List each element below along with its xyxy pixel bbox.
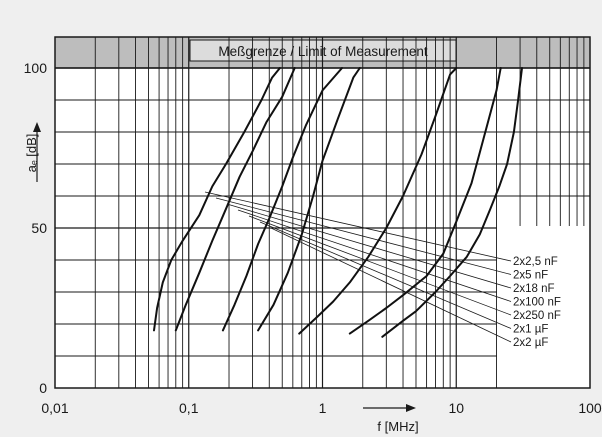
x-tick-label: 100: [578, 400, 602, 416]
y-axis-arrowhead: [33, 122, 41, 132]
series-curve: [381, 67, 523, 338]
legend-label: 2x2 µF: [513, 337, 548, 349]
y-tick-label: 0: [39, 380, 47, 396]
series-curve: [221, 67, 343, 332]
series-curve: [348, 67, 502, 335]
legend-leader-line: [248, 215, 512, 316]
y-axis-label: aₑ [dB]: [24, 134, 39, 173]
y-tick-label: 50: [31, 220, 47, 236]
legend-leader-line: [237, 209, 512, 302]
legend-leader-line: [226, 203, 512, 289]
x-axis-label: f [MHz]: [377, 419, 418, 434]
legend-label: 2x1 µF: [513, 324, 548, 336]
legend-leader-line: [259, 221, 512, 329]
y-tick-label: 100: [24, 60, 48, 76]
legend-label: 2x100 nF: [513, 297, 561, 309]
legend-label: 2x5 nF: [513, 270, 548, 282]
legend-box: [497, 226, 590, 388]
x-tick-label: 0,1: [179, 400, 199, 416]
banner-label: Meßgrenze / Limit of Measurement: [218, 44, 428, 59]
legend-label: 2x2,5 nF: [513, 256, 558, 268]
legend-label: 2x18 nF: [513, 283, 555, 295]
legend-label: 2x250 nF: [513, 310, 561, 322]
series-curve: [257, 67, 361, 332]
x-tick-label: 1: [319, 400, 327, 416]
series-curve: [298, 67, 458, 335]
plot-frame: [54, 36, 591, 389]
x-tick-label: 10: [448, 400, 464, 416]
series-curve: [153, 67, 281, 332]
x-tick-label: 0,01: [41, 400, 68, 416]
legend-leader-line: [204, 191, 512, 262]
x-axis-arrowhead: [406, 404, 416, 412]
legend-leader-line: [270, 227, 512, 343]
series-curve: [174, 67, 296, 332]
